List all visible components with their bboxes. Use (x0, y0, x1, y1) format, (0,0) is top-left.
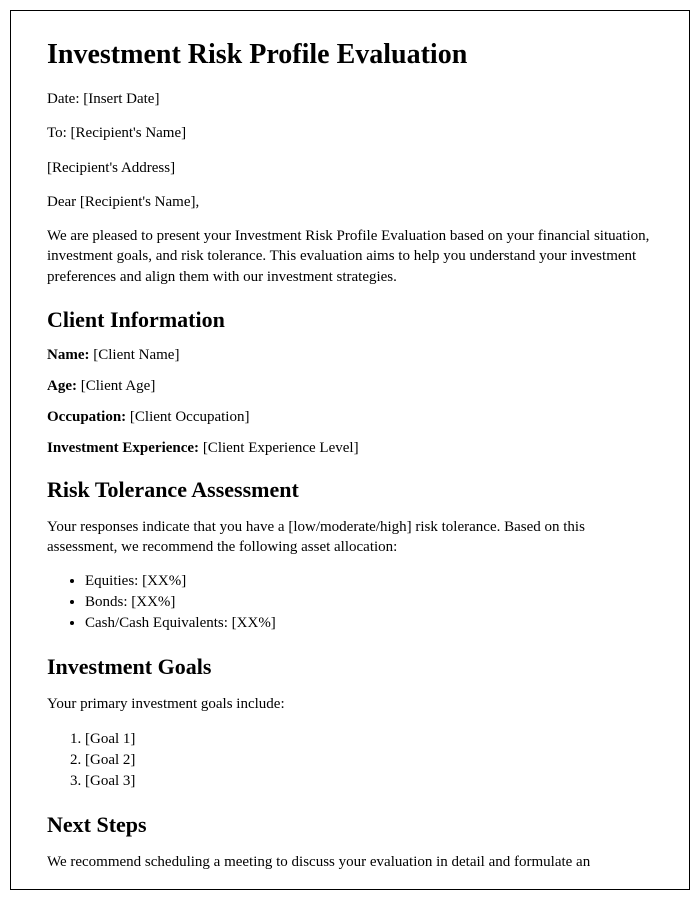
client-experience-line: Investment Experience: [Client Experienc… (47, 440, 653, 457)
client-name-label: Name: (47, 347, 93, 363)
date-value: [Insert Date] (83, 91, 159, 107)
intro-paragraph: We are pleased to present your Investmen… (47, 226, 653, 287)
client-name-value: [Client Name] (93, 347, 179, 363)
salutation: Dear [Recipient's Name], (47, 192, 653, 212)
client-age-label: Age: (47, 378, 81, 394)
date-label: Date: (47, 91, 83, 107)
goals-heading: Investment Goals (47, 654, 653, 680)
page-title: Investment Risk Profile Evaluation (47, 39, 653, 71)
date-line: Date: [Insert Date] (47, 89, 653, 109)
goals-list: [Goal 1] [Goal 2] [Goal 3] (85, 729, 653, 792)
client-age-line: Age: [Client Age] (47, 378, 653, 395)
goal-item-2: [Goal 2] (85, 750, 653, 771)
client-occupation-line: Occupation: [Client Occupation] (47, 409, 653, 426)
goal-item-3: [Goal 3] (85, 771, 653, 792)
client-name-line: Name: [Client Name] (47, 347, 653, 364)
allocation-equities: Equities: [XX%] (85, 571, 653, 592)
document-page: Investment Risk Profile Evaluation Date:… (10, 10, 690, 890)
next-steps-heading: Next Steps (47, 812, 653, 838)
client-occupation-value: [Client Occupation] (130, 409, 250, 425)
allocation-list: Equities: [XX%] Bonds: [XX%] Cash/Cash E… (85, 571, 653, 634)
client-experience-label: Investment Experience: (47, 440, 203, 456)
risk-heading: Risk Tolerance Assessment (47, 477, 653, 503)
risk-intro: Your responses indicate that you have a … (47, 517, 653, 558)
next-steps-text: We recommend scheduling a meeting to dis… (47, 852, 653, 872)
allocation-cash: Cash/Cash Equivalents: [XX%] (85, 613, 653, 634)
client-occupation-label: Occupation: (47, 409, 130, 425)
to-line: To: [Recipient's Name] (47, 123, 653, 143)
goals-intro: Your primary investment goals include: (47, 694, 653, 714)
to-value: [Recipient's Name] (71, 125, 187, 141)
goal-item-1: [Goal 1] (85, 729, 653, 750)
allocation-bonds: Bonds: [XX%] (85, 592, 653, 613)
to-label: To: (47, 125, 71, 141)
client-info-heading: Client Information (47, 307, 653, 333)
client-age-value: [Client Age] (81, 378, 156, 394)
address-line: [Recipient's Address] (47, 158, 653, 178)
client-experience-value: [Client Experience Level] (203, 440, 359, 456)
